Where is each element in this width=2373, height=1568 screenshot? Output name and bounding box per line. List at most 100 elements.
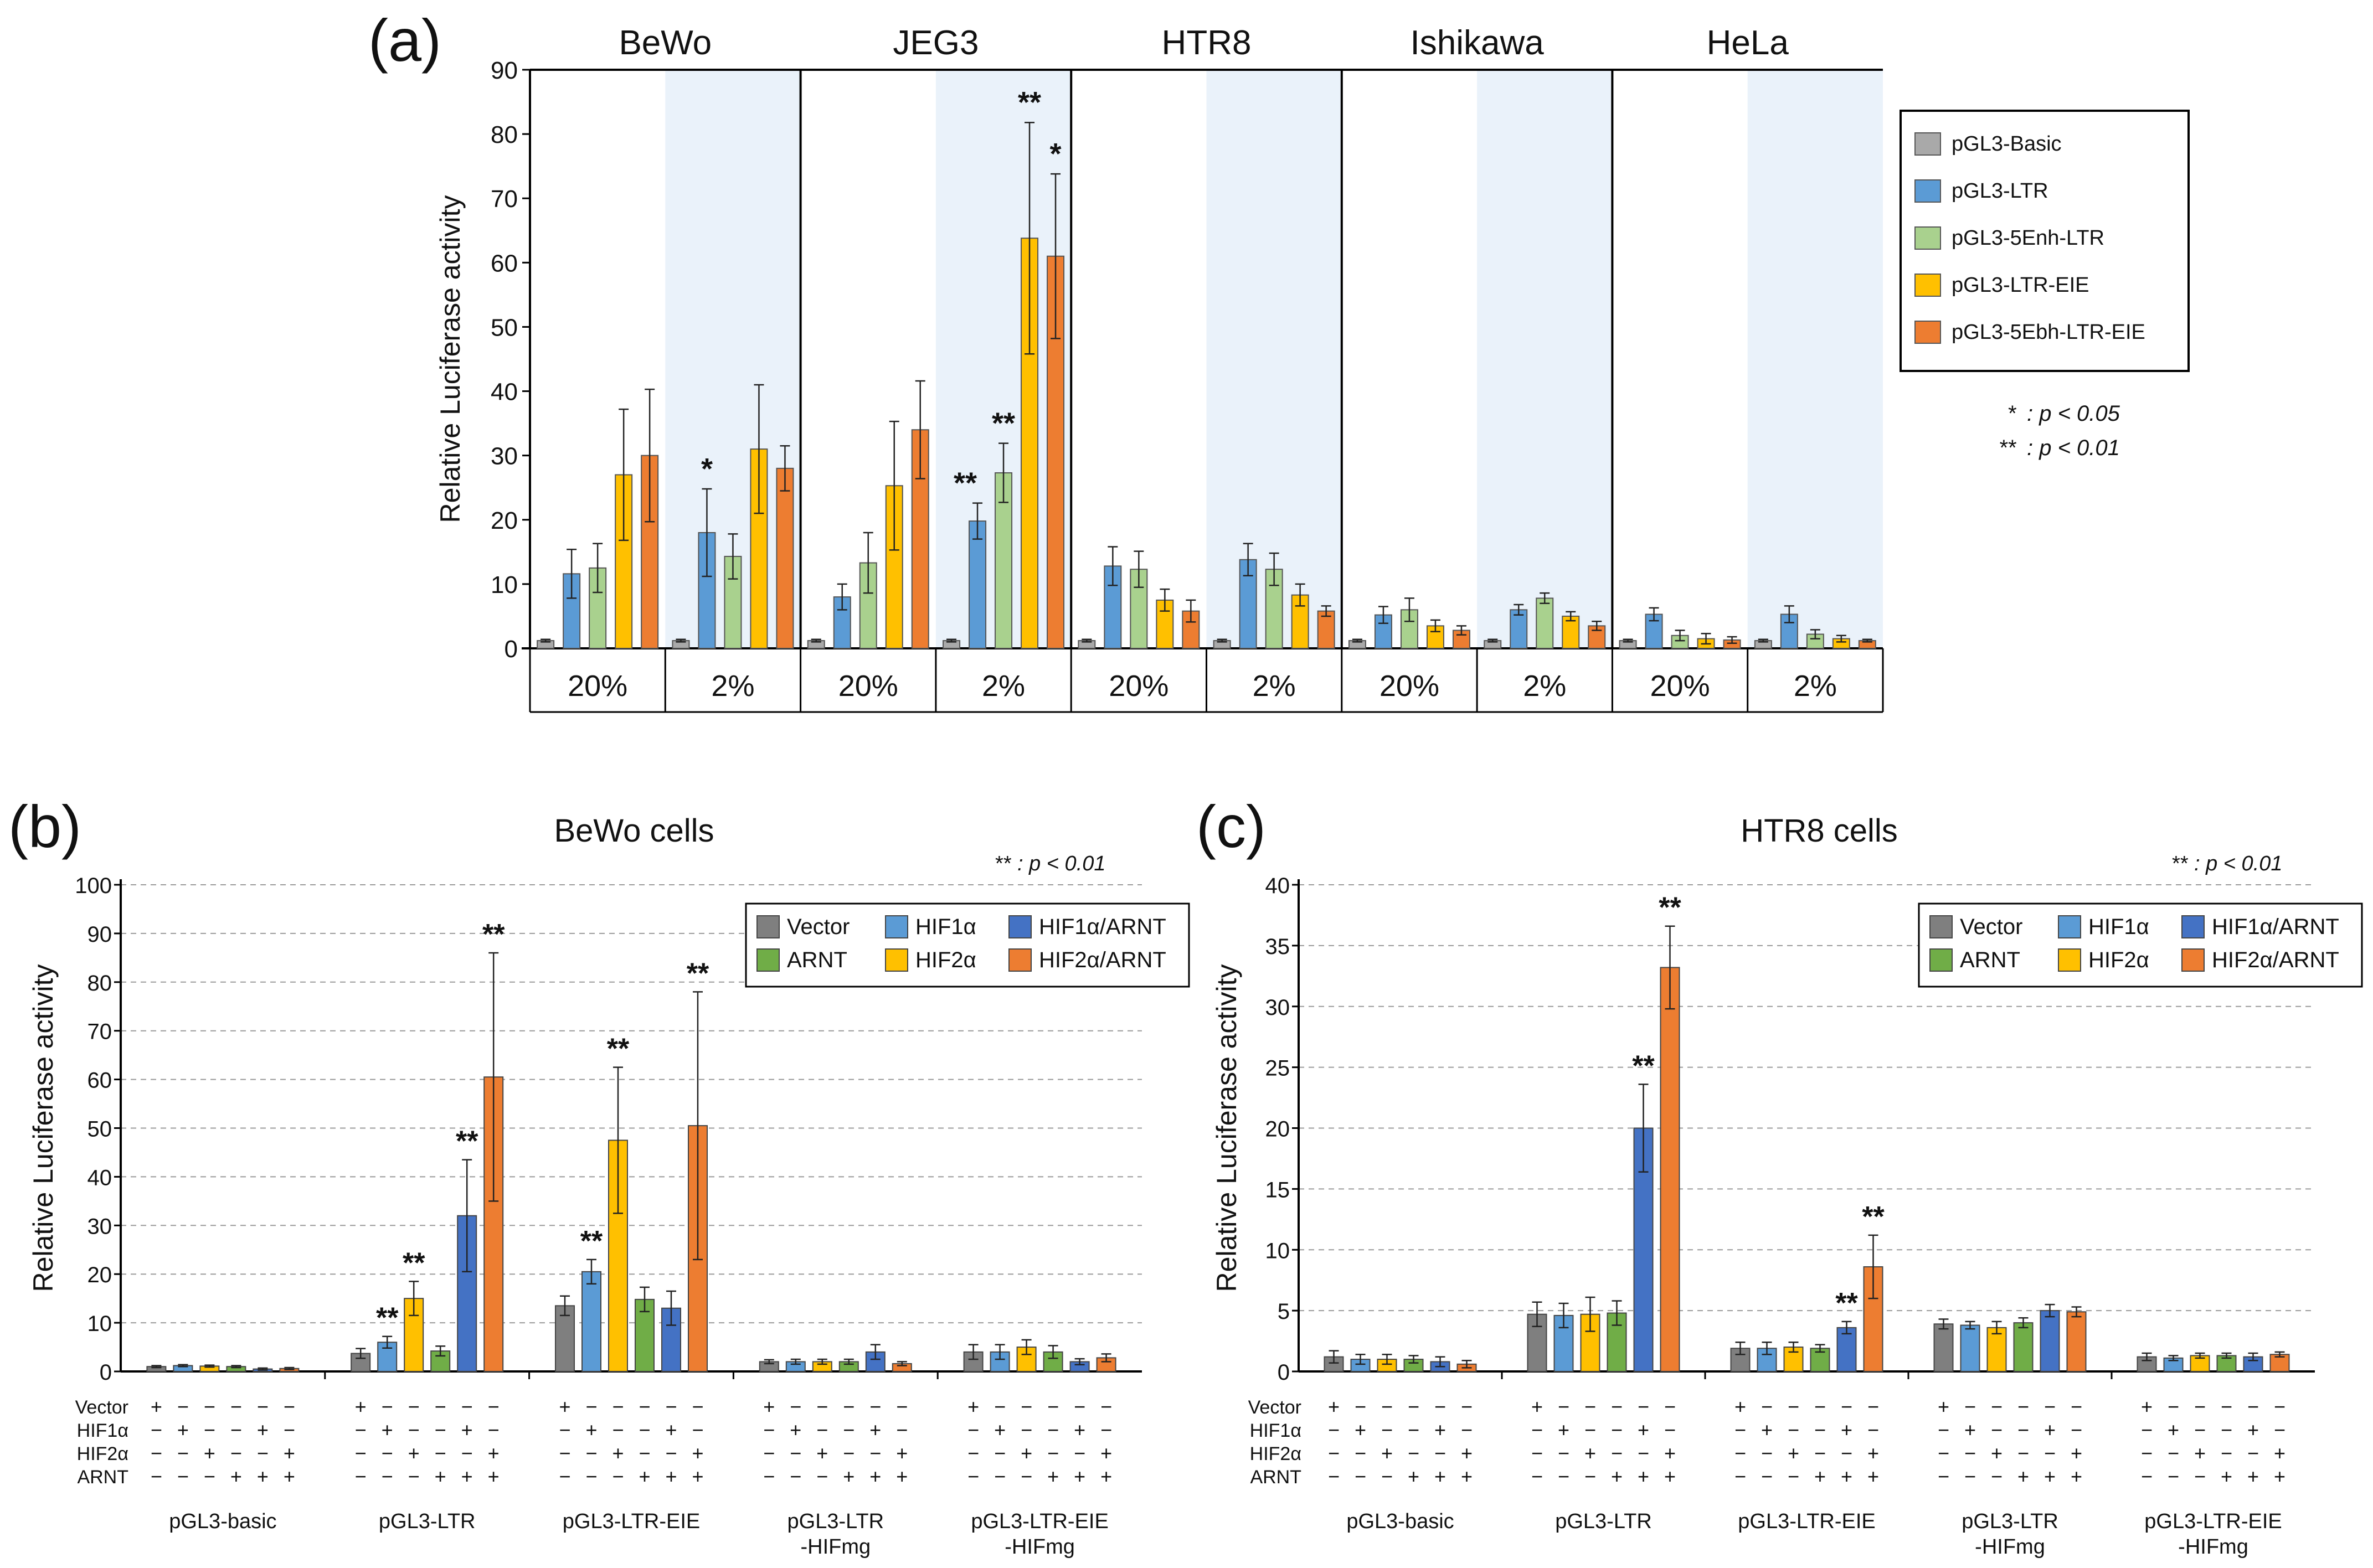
shade-2pct-2 <box>1206 70 1342 648</box>
treatment-sign: − <box>1814 1395 1826 1418</box>
legend-label: Vector <box>1960 915 2022 939</box>
significance-mark: * <box>701 452 713 486</box>
legend-label: Vector <box>787 915 850 939</box>
treatment-sign: − <box>790 1465 801 1488</box>
y-tick-label: 25 <box>1265 1056 1290 1081</box>
legend-label: pGL3-5Ebh-LTR-EIE <box>1952 321 2145 344</box>
y-tick-label: 40 <box>1265 874 1290 898</box>
treatment-sign: − <box>639 1419 650 1441</box>
treatment-sign: − <box>816 1419 828 1441</box>
treatment-sign: − <box>1584 1419 1596 1441</box>
y-tick-label: 90 <box>491 57 518 84</box>
legend-swatch-pGL3-5Enh-LTR <box>1914 226 1941 250</box>
y-tick-label: 10 <box>491 571 518 599</box>
treatment-sign: − <box>1100 1419 1112 1441</box>
chart-title: HTR8 cells <box>1741 813 1898 849</box>
y-axis-label: Relative Luciferase activity <box>28 964 59 1292</box>
panel-c: 0 5 10 15 20 25 30 35 40 Relative Luciferase acti… <box>1196 793 2363 1559</box>
legend-label: HIF2α/ARNT <box>1039 948 1166 972</box>
treatment-sign: + <box>2044 1465 2056 1488</box>
bar-pGL3-5Enh-LTR <box>1130 569 1148 649</box>
treatment-sign: − <box>692 1419 703 1441</box>
treatment-sign: − <box>1788 1395 1799 1418</box>
treatment-sign: + <box>790 1419 801 1441</box>
treatment-sign: − <box>967 1465 979 1488</box>
treatment-sign: − <box>1021 1395 1032 1418</box>
treatment-sign: − <box>1434 1395 1446 1418</box>
category-label-line: pGL3-LTR <box>787 1510 884 1533</box>
cell-line-title: JEG3 <box>893 24 979 62</box>
treatment-sign: − <box>1734 1465 1746 1488</box>
treatment-sign: − <box>665 1395 677 1418</box>
treatment-sign: − <box>2168 1442 2179 1464</box>
treatment-sign: − <box>1611 1442 1623 1464</box>
y-tick-label: 40 <box>87 1165 112 1190</box>
bar-pGL3-LTR <box>1510 609 1528 649</box>
treatment-sign: − <box>1584 1395 1596 1418</box>
chart-title: BeWo cells <box>554 813 714 849</box>
treatment-sign: − <box>151 1465 162 1488</box>
y-tick-label: 100 <box>75 874 112 898</box>
category-label: pGL3-LTR-EIE <box>1738 1510 1875 1533</box>
treatment-sign: − <box>1461 1395 1473 1418</box>
treatment-sign: − <box>1788 1465 1799 1488</box>
treatment-sign: − <box>355 1465 367 1488</box>
sig-note-mark: ** <box>994 852 1011 875</box>
significance-mark: ** <box>954 467 977 500</box>
significance-mark: ** <box>1018 86 1041 119</box>
treatment-sign: + <box>488 1442 500 1464</box>
y-tick-label: 5 <box>1278 1299 1290 1324</box>
treatment-sign: − <box>355 1419 367 1441</box>
panel-b: 0 10 20 30 40 50 60 70 80 90 100 Relative Luciferas… <box>8 793 1190 1559</box>
treatment-sign: + <box>461 1465 473 1488</box>
legend-label: ARNT <box>1960 948 2020 972</box>
treatment-sign: − <box>382 1465 393 1488</box>
condition-label: 2% <box>1523 669 1566 703</box>
treatment-sign: − <box>1355 1442 1366 1464</box>
significance-mark: ** <box>456 1126 478 1158</box>
bar-pGL3-5Ebh-LTR-EIE <box>1317 610 1335 649</box>
bar-pGL3-LTR <box>969 520 987 649</box>
sig-legend-mark: ** <box>1999 436 2017 460</box>
treatment-sign: − <box>204 1395 215 1418</box>
treatment-sign: − <box>816 1395 828 1418</box>
treatment-sign: − <box>1841 1442 1852 1464</box>
significance-mark: ** <box>376 1302 399 1334</box>
treatment-sign: − <box>1408 1419 1419 1441</box>
treatment-sign: − <box>1814 1442 1826 1464</box>
condition-label: 2% <box>1794 669 1837 703</box>
significance-mark: ** <box>580 1225 603 1257</box>
treatment-sign: − <box>257 1395 269 1418</box>
treatment-sign: − <box>994 1395 1006 1418</box>
treatment-sign: − <box>816 1465 828 1488</box>
treatment-sign: + <box>1531 1395 1543 1418</box>
treatment-sign: + <box>665 1419 677 1441</box>
category-label-line: -HIFmg <box>1975 1535 2045 1559</box>
treatment-sign: − <box>639 1395 650 1418</box>
condition-label: 2% <box>982 669 1025 703</box>
legend-swatch-HIF2α <box>885 948 908 972</box>
y-axis-label: Relative Luciferase activity <box>1211 964 1242 1292</box>
treatment-sign: + <box>1734 1395 1746 1418</box>
treatment-sign: − <box>1558 1395 1569 1418</box>
legend-swatch-HIF2α/ARNT <box>2181 948 2205 972</box>
bar-HIF2α <box>1986 1327 2007 1372</box>
treatment-sign: − <box>488 1395 500 1418</box>
treatment-sign: − <box>994 1442 1006 1464</box>
bar-pGL3-5Ebh-LTR-EIE <box>1452 630 1470 649</box>
bar-pGL3-5Ebh-LTR-EIE <box>776 467 794 649</box>
treatment-sign: − <box>869 1395 881 1418</box>
treatment-sign: − <box>2168 1465 2179 1488</box>
treatment-sign: + <box>1021 1442 1032 1464</box>
category-label: pGL3-LTR -HIFmg <box>1962 1510 2058 1559</box>
category-label: pGL3-LTR-EIE <box>563 1510 700 1533</box>
treatment-sign: − <box>204 1465 215 1488</box>
category-label: pGL3-LTR <box>1555 1510 1652 1533</box>
category-label-line: -HIFmg <box>800 1535 871 1559</box>
treatment-sign: − <box>177 1442 189 1464</box>
treatment-sign: + <box>869 1465 881 1488</box>
treatment-sign: − <box>1788 1419 1799 1441</box>
treatment-sign: − <box>665 1442 677 1464</box>
y-tick-label: 0 <box>505 636 518 663</box>
legend-swatch-HIF1α/ARNT <box>2181 915 2205 938</box>
